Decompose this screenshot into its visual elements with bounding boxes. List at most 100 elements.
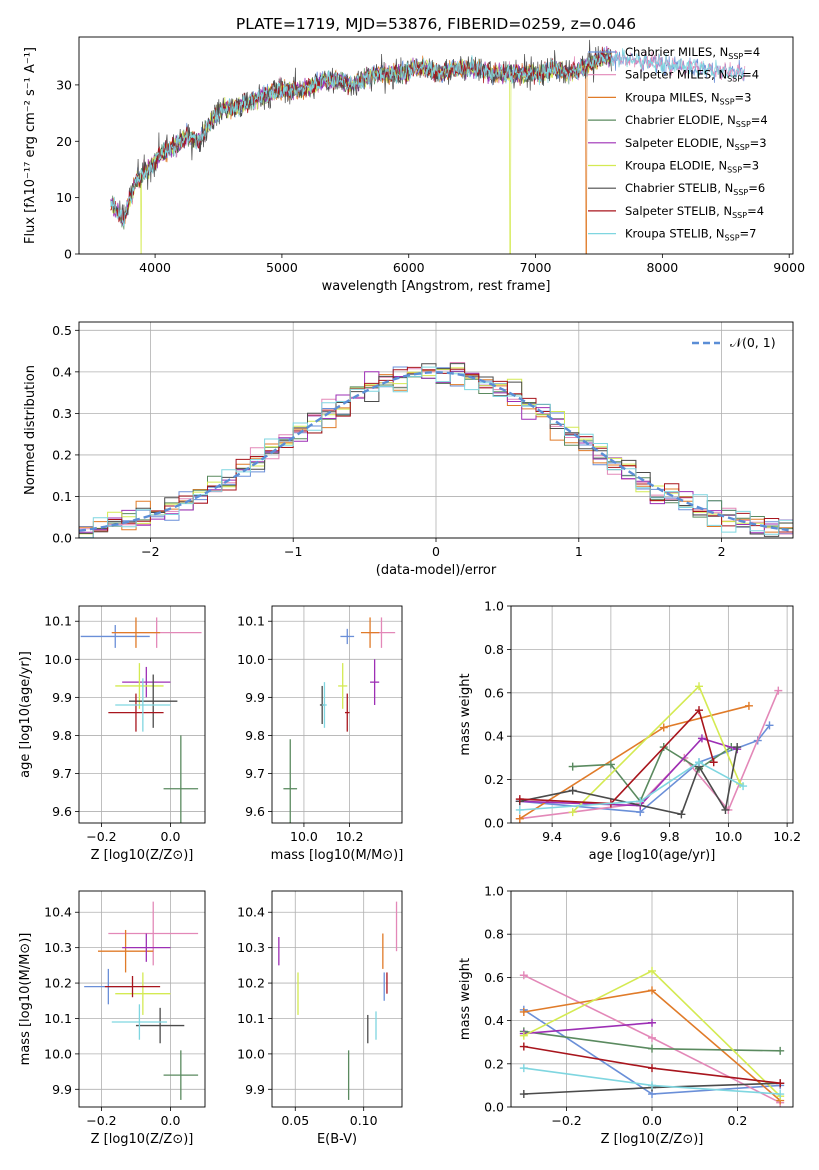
age-vs-Z-xtick-label: 0.0 [161,829,181,844]
series-marker [515,805,524,814]
age-vs-mass-axes: 10.0 10.2 9.6 9.7 9.8 9.9 10.0 10.1 mass [log10(… [237,606,403,863]
spectrum-ytick-label: 20 [56,134,72,149]
residuals-frame [78,321,794,539]
mass-weight-vs-age-ylabel: mass weight [458,673,473,755]
spectrum-xtick-label: 6000 [393,260,425,275]
mass-weight-vs-Z-ytick-label: 0.0 [484,1100,504,1115]
series-marker [519,1090,528,1099]
age-vs-Z-ytick-label: 10.0 [44,652,72,667]
mass-weight-vs-Z-xtick-label: −0.2 [551,1113,581,1128]
spectrum-line-kroupa-stelib [110,48,746,227]
mass-weight-vs-age-ytick-label: 0.6 [484,685,504,700]
series-marker [648,986,656,995]
spectrum-xtick-label: 4000 [139,260,171,275]
legend-entry: Chabrier ELODIE, NSSP=4 [625,113,768,129]
series-marker [709,758,718,767]
mass-vs-ebv-ytick-label: 9.9 [245,1082,265,1097]
mass-vs-ebv-ytick-label: 10.3 [237,940,265,955]
mass-vs-Z-ytick-label: 10.4 [44,905,72,920]
residuals-xtick-label: −1 [284,544,302,559]
age-vs-mass-points [283,617,396,823]
residuals-ytick-label: 0.2 [52,447,72,462]
age-vs-Z-points [80,617,202,823]
mass-vs-Z-ytick-label: 10.2 [44,976,72,991]
residuals-ylabel: Normed distribution [23,365,38,495]
legend-entry: Chabrier MILES, NSSP=4 [625,45,760,61]
age-vs-mass-ytick-label: 9.9 [245,690,265,705]
spectrum-lines [110,39,746,254]
mass-vs-ebv-xtick-label: 0.10 [350,1113,378,1128]
mass-weight-vs-age-ytick-label: 0.8 [484,642,504,657]
mass-vs-Z-xtick-label: −0.2 [86,1113,116,1128]
legend-entry: Salpeter ELODIE, NSSP=3 [625,136,767,152]
series-marker [568,786,577,795]
age-vs-Z-frame [78,605,206,824]
mass-vs-ebv-ytick-label: 10.4 [237,905,265,920]
series-marker [697,734,706,743]
series-marker [776,1090,785,1099]
legend-entry: Chabrier STELIB, NSSP=6 [625,181,765,197]
legend-entry: Salpeter MILES, NSSP=4 [625,68,759,84]
residuals-ytick-label: 0.4 [52,364,72,379]
age-vs-mass-xlabel: mass [log10(M/M⊙)] [271,848,404,863]
mass-vs-ebv-ytick-label: 10.2 [237,976,265,991]
spectrum-ytick-label: 10 [56,190,72,205]
series-marker [776,1046,785,1055]
series-marker [648,1033,656,1042]
age-vs-Z-ylabel: age [log10(age/yr)] [18,651,33,778]
residuals-ytick-label: 0.3 [52,406,72,421]
age-vs-mass-ytick-label: 9.8 [245,728,265,743]
residuals-xlabel: (data-model)/error [376,563,497,578]
mass-vs-Z-ytick-label: 10.3 [44,940,72,955]
series-marker [519,1064,528,1073]
series-marker [606,760,615,769]
legend-entry: Kroupa ELODIE, NSSP=3 [625,159,759,175]
series-marker [519,1007,528,1016]
age-vs-Z-ytick-label: 9.8 [52,728,72,743]
series-marker [519,1042,528,1051]
series-marker [776,1079,785,1088]
series-marker [515,814,524,823]
series-line-kroupa-stelib [519,761,744,811]
age-vs-mass-ytick-label: 9.7 [245,766,265,781]
residuals-xtick-label: 2 [718,544,726,559]
age-vs-Z-axes: −0.2 0.0 9.6 9.7 9.8 9.9 10.0 10.1 Z [log10(Z/Z⊙… [18,606,205,863]
spectrum-xtick-label: 9000 [773,260,805,275]
mass-weight-vs-Z-xtick-label: 0.0 [642,1113,662,1128]
mass-weight-vs-age-xtick-label: 9.4 [542,829,562,844]
spectrum-xtick-label: 7000 [520,260,552,275]
series-marker [695,758,703,767]
age-vs-Z-xlabel: Z [log10(Z/Z⊙)] [91,848,194,863]
spectrum-line-chabrier-stelib [110,39,612,224]
mass-vs-Z-ytick-label: 10.0 [44,1046,72,1061]
mass-weight-vs-Z-xlabel: Z [log10(Z/Z⊙)] [601,1132,704,1147]
figure-title: PLATE=1719, MJD=53876, FIBERID=0259, z=0… [236,15,636,33]
mass-weight-vs-Z-frame [510,890,794,1108]
residuals-axes: −2 −1 0 1 2 0.0 0.1 0.2 0.3 0.4 0.5 (data-model)/er… [23,322,793,578]
spectrum-ytick-label: 30 [56,77,72,92]
age-vs-mass-xtick-label: 10.0 [290,829,318,844]
age-vs-mass-ytick-label: 10.1 [237,614,265,629]
series-marker [721,805,730,814]
normal-reference-curve [79,371,793,532]
series-marker [648,1064,656,1073]
age-vs-Z-ytick-label: 9.9 [52,690,72,705]
series-marker [744,701,753,710]
mass-vs-ebv-ytick-label: 10.0 [237,1046,265,1061]
series-line-chabrier-stelib [519,746,738,816]
mass-weight-vs-age-xlabel: age [log10(age/yr)] [589,848,716,863]
mass-weight-vs-Z-ytick-label: 0.6 [484,970,504,985]
mass-vs-ebv-xlabel: E(B-V) [317,1132,357,1147]
series-marker [568,762,577,771]
mass-vs-ebv-frame [271,890,403,1108]
spectrum-xlabel: wavelength [Angstrom, rest frame] [322,279,551,294]
mass-vs-ebv-points [278,901,398,1100]
mass-weight-vs-age-ytick-label: 0.4 [484,729,504,744]
series-marker [648,1018,656,1027]
age-vs-Z-ytick-label: 9.7 [52,766,72,781]
mass-weight-vs-age-frame [510,605,794,824]
residuals-xtick-label: 1 [575,544,583,559]
residuals-ytick-label: 0.0 [52,531,72,546]
mass-vs-Z-frame [78,890,206,1108]
